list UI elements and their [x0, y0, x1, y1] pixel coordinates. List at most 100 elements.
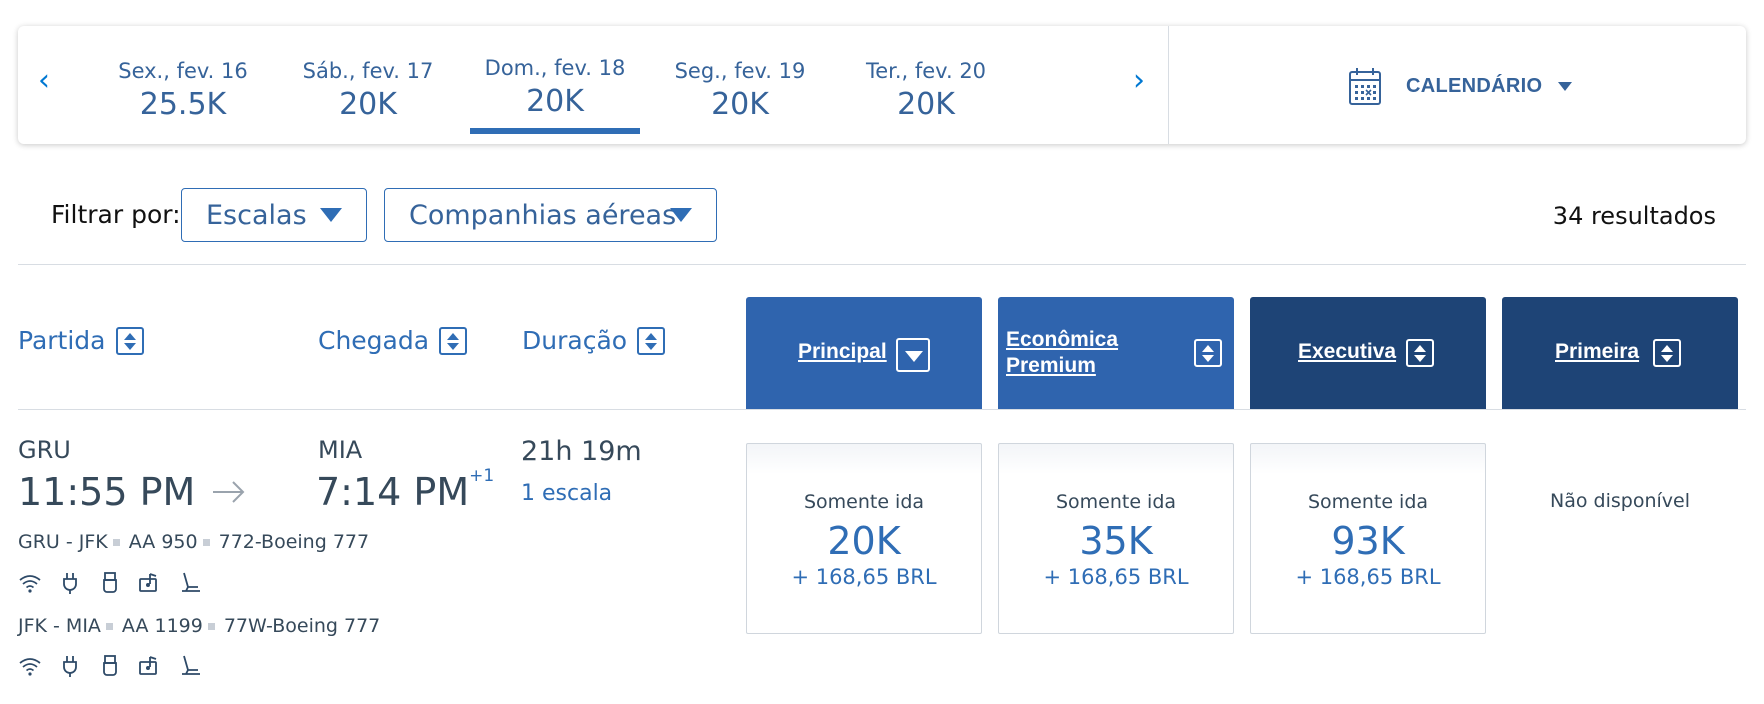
fare-label: Somente ida	[803, 491, 925, 513]
departure-time: 11:55 PM	[18, 470, 196, 514]
cabin-name: Principal	[798, 340, 887, 363]
chevron-down-icon	[320, 208, 342, 222]
cabin-header-principal[interactable]: Principal	[746, 297, 982, 409]
date-price: 20K	[526, 84, 584, 119]
next-dates-arrow[interactable]: ›	[1133, 63, 1145, 98]
seat-icon	[182, 572, 200, 592]
fare-tax: + 168,65 BRL	[791, 565, 937, 589]
fare-executiva[interactable]: Somente ida 93K + 168,65 BRL	[1250, 443, 1486, 634]
date-tab-fev-18-selected[interactable]: Dom., fev. 18 20K	[470, 55, 640, 134]
cabin-name-line1: Econômica	[1006, 328, 1119, 351]
arrival-time: 7:14 PM	[316, 470, 470, 514]
sort-icon	[115, 326, 144, 355]
wifi-icon	[19, 575, 41, 593]
segment-2-amenities	[18, 654, 202, 678]
separator	[202, 539, 210, 546]
sort-icon[interactable]	[1406, 339, 1434, 367]
separator	[112, 539, 120, 546]
date-tab-fev-16[interactable]: Sex., fev. 16 25.5K	[103, 58, 263, 124]
chevron-down-icon	[670, 208, 692, 222]
arrival-time-wrap: 7:14 PM+1	[316, 466, 494, 514]
divider	[18, 409, 1746, 410]
chevron-down-icon[interactable]	[896, 338, 930, 372]
date-label: Seg., fev. 19	[674, 59, 806, 83]
sort-icon	[637, 326, 666, 355]
sort-icon	[439, 326, 468, 355]
filter-label: Filtrar por:	[51, 200, 181, 229]
origin-code: GRU	[18, 436, 71, 464]
separator	[207, 623, 215, 630]
fare-tax: + 168,65 BRL	[1295, 565, 1441, 589]
sort-icon[interactable]	[1653, 339, 1681, 367]
cabin-name: Executiva	[1298, 340, 1397, 363]
flight-number: AA 1199	[121, 615, 203, 637]
duration: 21h 19m	[521, 436, 642, 467]
cabin-name: Primeira	[1555, 340, 1640, 363]
segment-route: GRU - JFK	[18, 531, 108, 553]
results-count: 34 resultados	[1552, 202, 1716, 230]
date-selector: ‹ Sex., fev. 16 25.5K Sáb., fev. 17 20K …	[18, 26, 1746, 144]
power-outlet-icon	[63, 573, 77, 594]
airlines-dropdown[interactable]: Companhias aéreas	[384, 188, 717, 242]
power-outlet-icon	[63, 656, 77, 677]
fare-miles: 93K	[1331, 519, 1405, 563]
fare-economica-premium[interactable]: Somente ida 35K + 168,65 BRL	[998, 443, 1234, 634]
previous-dates-arrow[interactable]: ‹	[38, 63, 50, 98]
date-strip-divider	[1168, 26, 1169, 144]
arrival-header: Chegada	[318, 326, 430, 355]
entertainment-icon	[139, 656, 157, 675]
date-price: 25.5K	[139, 87, 227, 122]
fare-principal[interactable]: Somente ida 20K + 168,65 BRL	[746, 443, 982, 634]
date-label: Sex., fev. 16	[118, 59, 248, 83]
calendar-button[interactable]: CALENDÁRIO	[1348, 66, 1573, 106]
fare-tax: + 168,65 BRL	[1043, 565, 1189, 589]
segment-1-amenities	[18, 571, 202, 595]
selected-date-underline	[470, 128, 640, 134]
stops-link[interactable]: 1 escala	[521, 481, 613, 506]
date-tab-fev-19[interactable]: Seg., fev. 19 20K	[660, 58, 820, 124]
chevron-down-icon	[1558, 81, 1573, 91]
usb-icon	[103, 572, 117, 593]
divider	[18, 264, 1746, 265]
date-label: Dom., fev. 18	[484, 56, 626, 80]
aircraft: 77W-Boeing 777	[223, 615, 381, 637]
fare-label: Somente ida	[1307, 491, 1429, 513]
date-label: Ter., fev. 20	[865, 59, 987, 83]
fare-miles: 20K	[827, 519, 901, 563]
date-tab-fev-17[interactable]: Sáb., fev. 17 20K	[288, 58, 448, 124]
arrow-right-icon	[213, 481, 245, 503]
aircraft: 772-Boeing 777	[218, 531, 370, 553]
date-label: Sáb., fev. 17	[302, 59, 434, 83]
sort-arrival[interactable]: Chegada	[318, 326, 468, 355]
stops-dropdown[interactable]: Escalas	[181, 188, 367, 242]
day-offset: +1	[469, 466, 495, 486]
cabin-header-primeira[interactable]: Primeira	[1502, 297, 1738, 409]
segment-1: GRU - JFK AA 950 772-Boeing 777	[18, 531, 369, 553]
separator	[105, 623, 113, 630]
duration-header: Duração	[522, 326, 628, 355]
fare-miles: 35K	[1079, 519, 1153, 563]
cabin-header-economica-premium[interactable]: Econômica Premium	[998, 297, 1234, 409]
destination-code: MIA	[318, 436, 363, 464]
fare-primeira-unavailable: Não disponível	[1550, 490, 1690, 512]
sort-departure[interactable]: Partida	[18, 326, 144, 355]
wifi-icon	[19, 658, 41, 676]
seat-icon	[182, 655, 200, 675]
sort-icon[interactable]	[1194, 339, 1222, 367]
flight-number: AA 950	[128, 531, 198, 553]
cabin-header-executiva[interactable]: Executiva	[1250, 297, 1486, 409]
usb-icon	[103, 655, 117, 676]
date-price: 20K	[711, 87, 769, 122]
segment-2: JFK - MIA AA 1199 77W-Boeing 777	[18, 615, 380, 637]
fare-label: Somente ida	[1055, 491, 1177, 513]
airlines-dropdown-label: Companhias aéreas	[409, 199, 677, 231]
entertainment-icon	[139, 573, 157, 592]
sort-duration[interactable]: Duração	[522, 326, 666, 355]
departure-header: Partida	[18, 326, 106, 355]
calendar-icon	[1349, 68, 1381, 105]
cabin-name-line2: Premium	[1006, 354, 1096, 377]
calendar-label: CALENDÁRIO	[1406, 74, 1543, 97]
stops-dropdown-label: Escalas	[206, 199, 307, 231]
date-price: 20K	[897, 87, 955, 122]
date-tab-fev-20[interactable]: Ter., fev. 20 20K	[846, 58, 1006, 124]
